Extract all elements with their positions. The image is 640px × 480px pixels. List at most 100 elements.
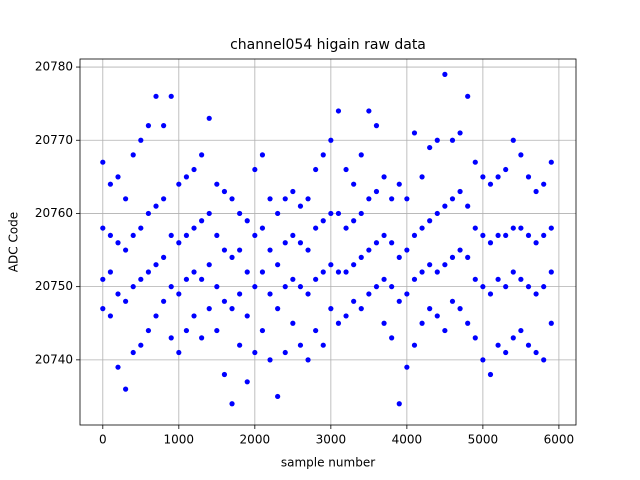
point: [335, 108, 342, 114]
point: [343, 225, 349, 231]
point: [145, 269, 152, 275]
point: [518, 276, 524, 282]
point: [541, 357, 547, 363]
y-axis-label: ADC Code: [7, 212, 21, 272]
point: [214, 327, 220, 334]
point: [252, 232, 258, 239]
point: [487, 371, 494, 378]
point: [427, 306, 433, 312]
point: [525, 342, 532, 348]
point: [503, 284, 509, 290]
point: [100, 225, 106, 231]
point: [328, 210, 334, 217]
x-tick-label: 4000: [392, 433, 423, 447]
point: [373, 240, 380, 246]
point: [389, 284, 395, 290]
chart-title: channel054 higain raw data: [230, 37, 426, 53]
point: [252, 349, 258, 356]
point: [434, 137, 440, 143]
point: [229, 254, 235, 260]
point: [396, 254, 402, 260]
point: [183, 327, 190, 334]
point: [335, 210, 342, 217]
point: [297, 240, 304, 246]
point: [183, 276, 190, 282]
point: [358, 306, 364, 312]
point: [107, 313, 114, 319]
point: [130, 232, 136, 239]
point: [206, 210, 212, 217]
point: [381, 174, 387, 180]
point: [373, 188, 380, 195]
point: [237, 247, 243, 253]
point: [221, 247, 228, 253]
point: [229, 196, 235, 202]
point: [107, 232, 114, 239]
point: [427, 218, 433, 224]
point: [214, 181, 220, 187]
point: [358, 210, 364, 217]
point: [138, 342, 144, 348]
point: [191, 225, 197, 231]
y-tick-label: 20740: [35, 352, 73, 366]
point: [123, 298, 129, 304]
point: [343, 313, 349, 319]
point: [434, 210, 440, 217]
point: [282, 196, 288, 202]
point: [237, 342, 243, 348]
point: [434, 313, 440, 319]
point: [130, 349, 136, 356]
point: [449, 137, 456, 143]
point: [396, 401, 402, 407]
point: [351, 262, 357, 268]
point: [161, 254, 167, 260]
point: [214, 284, 220, 290]
point: [123, 247, 129, 253]
point: [373, 123, 380, 129]
point: [320, 152, 326, 158]
point: [404, 291, 410, 297]
point: [115, 174, 121, 180]
point: [199, 218, 205, 224]
point: [328, 137, 334, 143]
x-tick-label: 1000: [164, 433, 195, 447]
point: [465, 254, 471, 260]
point: [252, 166, 258, 173]
point: [275, 262, 281, 268]
point: [442, 203, 448, 209]
point: [366, 108, 372, 114]
point: [358, 152, 364, 158]
point: [275, 210, 281, 217]
point: [366, 196, 372, 202]
point: [442, 262, 448, 268]
point: [153, 93, 159, 99]
point: [290, 232, 296, 239]
point: [548, 320, 554, 326]
point: [533, 291, 539, 297]
point: [465, 93, 471, 99]
point: [503, 232, 509, 239]
point: [107, 181, 114, 187]
point: [297, 342, 304, 348]
point: [290, 188, 296, 195]
point: [427, 144, 433, 151]
point: [495, 232, 501, 239]
point: [457, 306, 463, 312]
point: [419, 174, 425, 180]
point: [328, 306, 334, 312]
point: [503, 166, 509, 173]
point: [221, 371, 228, 378]
point: [267, 357, 273, 363]
point: [548, 269, 554, 275]
point: [199, 335, 205, 341]
point: [472, 159, 478, 165]
point: [320, 218, 326, 224]
point: [541, 181, 547, 187]
point: [480, 174, 486, 180]
point: [252, 284, 258, 290]
point: [548, 159, 554, 165]
point: [320, 269, 326, 275]
point: [221, 298, 228, 304]
point: [100, 306, 106, 312]
